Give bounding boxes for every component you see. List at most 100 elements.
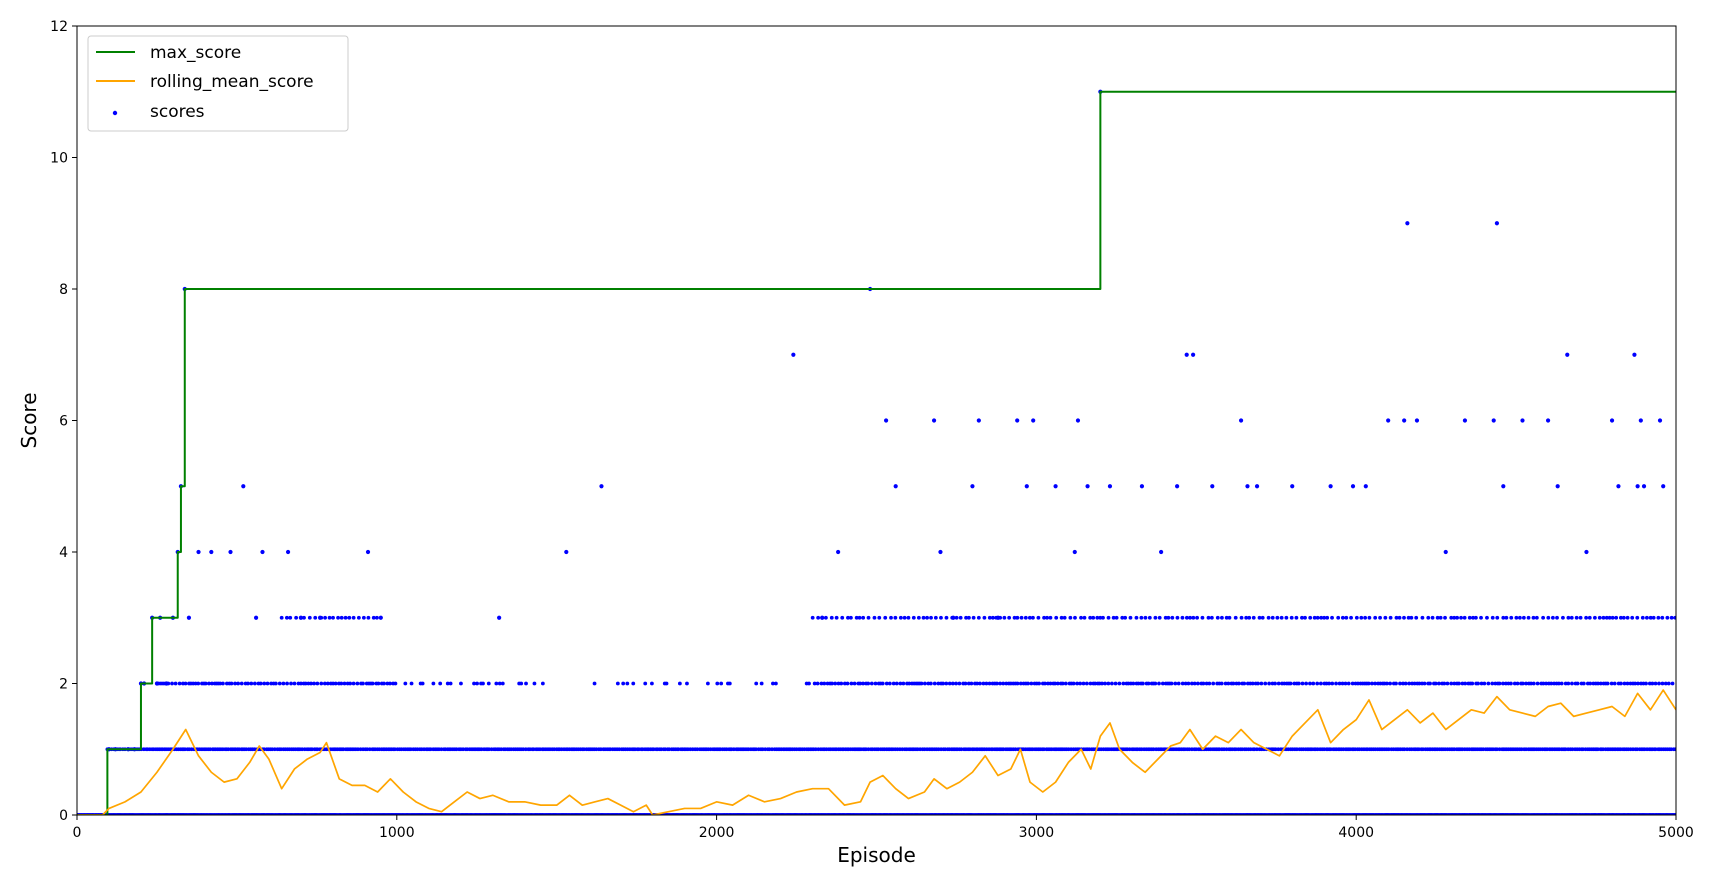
scores-point [475,681,479,686]
scores-point [448,681,453,686]
scores-point [1260,615,1265,620]
scores-point [1267,681,1272,686]
scores-point [164,681,169,686]
scores-point [1048,615,1053,620]
scores-point [1574,615,1579,620]
scores-point [1027,615,1032,620]
scores-point [1134,615,1139,620]
scores-point [1233,615,1238,620]
scores-point [1551,615,1555,620]
scores-point [1501,615,1506,620]
scores-point [967,615,971,620]
scores-point [1363,484,1368,489]
scores-point [894,681,899,686]
scores-point [1315,681,1320,686]
scores-point [1460,681,1465,686]
scores-point [791,352,796,357]
scores-point [356,615,361,620]
scores-point [322,681,327,686]
scores-point [1618,615,1623,620]
scores-point [1632,352,1637,357]
x-tick-label: 3000 [1019,825,1055,841]
scores-point [754,747,758,752]
scores-point [1250,681,1255,686]
scores-point [1470,681,1475,686]
scores-point [970,484,975,489]
scores-point [1053,681,1057,686]
scores-point [1363,615,1368,620]
scores-point [1242,681,1247,686]
scores-point [861,615,866,620]
scores-point [313,615,318,620]
scores-point [1509,681,1513,686]
scores-point [1559,681,1564,686]
scores-point [866,747,871,752]
scores-point [1075,418,1081,423]
scores-point [969,681,974,686]
scores-point [922,681,927,686]
scores-point [1386,418,1391,423]
scores-point [1257,615,1262,620]
scores-point [203,681,208,686]
scores-point [1394,681,1398,686]
scores-point [1110,681,1114,686]
scores-point [1219,681,1224,686]
scores-point [1378,615,1382,620]
scores-point [1079,615,1083,620]
scores-point [727,681,732,686]
scores-point [1189,681,1194,686]
scores-point [1455,615,1460,620]
scores-point [1640,615,1645,620]
scores-point [1210,484,1215,489]
scores-point [1635,484,1640,489]
scores-point [303,681,308,686]
scores-point [995,681,999,686]
scores-point [351,615,356,620]
scores-point [371,615,376,620]
legend-entry-max-score: max_score [96,43,241,63]
scores-point [1224,615,1229,620]
scores-point [1445,681,1450,686]
y-tick-label: 10 [50,151,68,167]
scores-point [1042,615,1046,620]
scores-point [262,681,267,686]
scores-point [1059,615,1064,620]
scores-point [1063,681,1068,686]
scores-point [1117,681,1122,686]
scores-point [1123,615,1128,620]
scores-point [1143,615,1148,620]
scores-point [323,615,327,620]
scores-point [208,747,213,752]
scores-point [288,615,293,620]
scores-point [845,681,850,686]
y-tick-label: 12 [50,19,68,35]
scores-point [1495,615,1500,620]
scores-point [1394,615,1399,620]
scores-point [842,681,847,686]
scores-point [1072,549,1077,555]
scores-point [1669,747,1674,752]
scores-point [218,681,223,686]
scores-point [1081,681,1086,686]
scores-point [715,681,720,686]
scores-point [1128,615,1133,620]
scores-point [1256,681,1260,686]
scores-point [1405,221,1410,226]
scores-point [1610,615,1615,620]
scores-point [1013,747,1018,752]
x-tick-label: 5000 [1658,825,1694,841]
scores-point [170,681,174,686]
scores-point [1170,615,1175,620]
scores-point [366,615,371,620]
scores-point [1644,681,1648,686]
scores-point [1435,615,1440,620]
max-score-line [77,90,1676,815]
scores-point [1103,681,1107,686]
y-axis-label: Score [17,392,41,448]
scores-point [1173,681,1178,686]
scores-point [1397,615,1402,620]
scores-point [981,681,986,686]
scores-point [1388,615,1393,620]
scores-point [1346,681,1351,686]
scores-point [883,418,889,423]
